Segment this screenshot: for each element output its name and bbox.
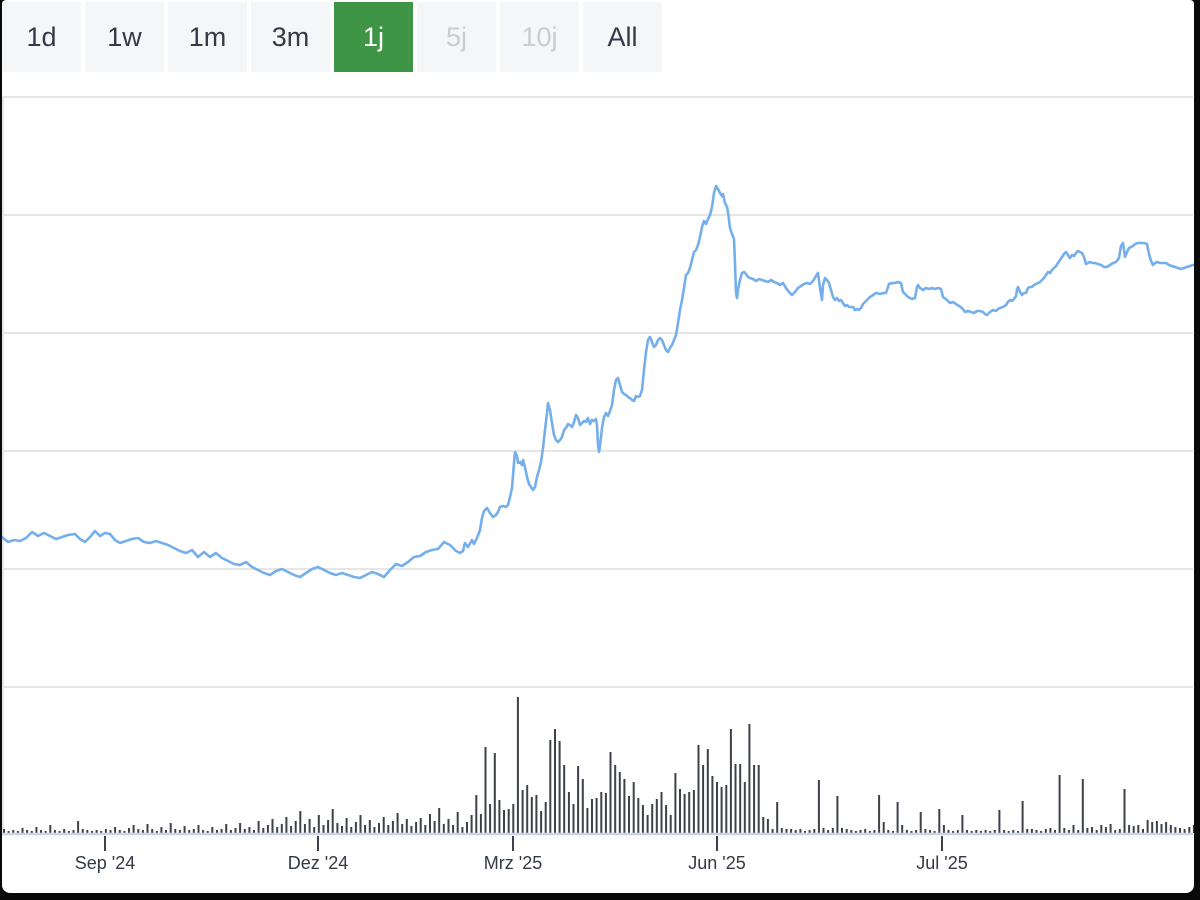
gridlines: [2, 96, 1193, 688]
range-button-1d[interactable]: 1d: [2, 2, 81, 72]
range-toolbar: 1d 1w 1m 3m 1j 5j 10j All: [2, 2, 662, 72]
range-button-10y: 10j: [500, 2, 579, 72]
range-button-all[interactable]: All: [583, 2, 662, 72]
range-button-1m[interactable]: 1m: [168, 2, 247, 72]
x-axis-label: Jul '25: [916, 853, 968, 873]
range-button-1w[interactable]: 1w: [85, 2, 164, 72]
x-axis-label: Dez '24: [287, 853, 349, 873]
x-axis-label: Mrz '25: [483, 853, 543, 873]
x-axis-label: Jun '25: [688, 853, 746, 873]
x-axis-label: Sep '24: [74, 853, 136, 873]
x-axis-ticks: [104, 836, 943, 851]
price-line: [2, 184, 1194, 580]
volume-bars: [3, 697, 1194, 833]
range-button-1y[interactable]: 1j: [334, 2, 413, 72]
range-button-3m[interactable]: 3m: [251, 2, 330, 72]
range-button-5y: 5j: [417, 2, 496, 72]
